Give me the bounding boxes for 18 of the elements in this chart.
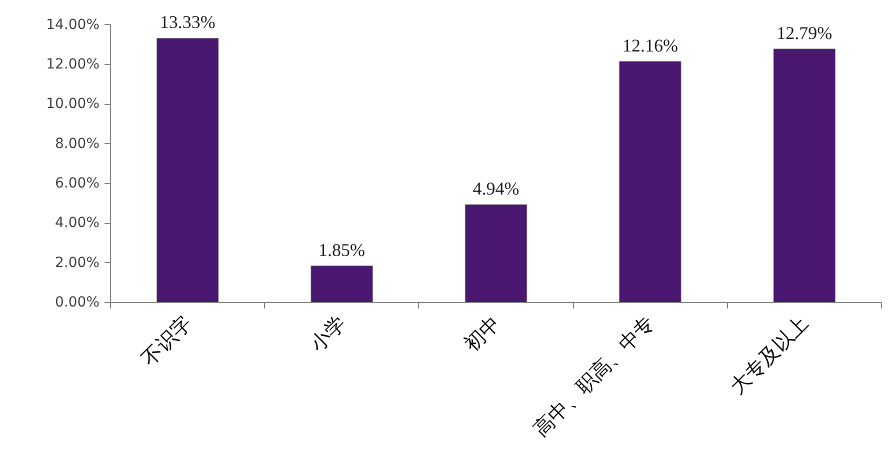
x-tick-label: 小学 bbox=[305, 311, 350, 356]
y-tick-label: 0.00% bbox=[55, 294, 100, 310]
y-tick-label: 2.00% bbox=[55, 254, 100, 271]
y-tick-label: 8.00% bbox=[55, 136, 100, 152]
data-label: 13.33% bbox=[160, 12, 216, 32]
x-tick-label: 初中 bbox=[459, 311, 504, 356]
y-tick-label: 14.00% bbox=[46, 16, 100, 33]
x-tick-label: 不识字 bbox=[136, 311, 196, 370]
y-tick-label: 12.00% bbox=[46, 56, 100, 73]
y-tick-label: 10.00% bbox=[46, 96, 100, 112]
data-label: 1.85% bbox=[318, 240, 366, 260]
y-tick-label: 6.00% bbox=[55, 176, 100, 192]
data-label: 12.16% bbox=[622, 35, 678, 56]
data-label: 4.94% bbox=[472, 178, 520, 199]
data-label: 12.79% bbox=[776, 22, 832, 43]
x-tick-label: 高中、职高、中专 bbox=[528, 311, 659, 442]
y-tick-label: 4.00% bbox=[55, 215, 100, 232]
x-tick-label: 大专及以上 bbox=[725, 311, 813, 399]
